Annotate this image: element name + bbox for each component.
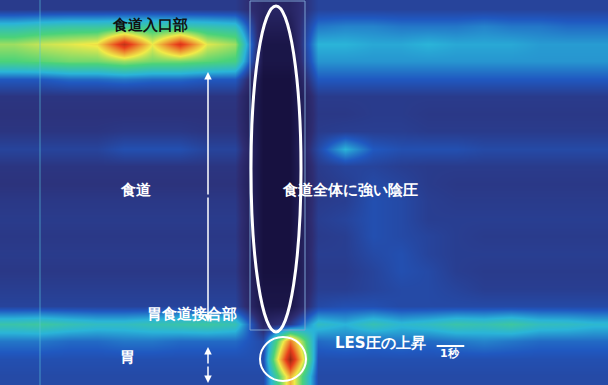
svg-text:胃食道接合部: 胃食道接合部 xyxy=(147,305,237,323)
svg-text:LES圧の上昇: LES圧の上昇 xyxy=(335,334,426,352)
svg-text:食道: 食道 xyxy=(120,181,152,199)
svg-text:1秒: 1秒 xyxy=(440,347,460,360)
svg-text:食道入口部: 食道入口部 xyxy=(112,16,188,34)
svg-text:胃: 胃 xyxy=(120,348,135,366)
svg-text:食道全体に強い陰圧: 食道全体に強い陰圧 xyxy=(282,181,418,199)
